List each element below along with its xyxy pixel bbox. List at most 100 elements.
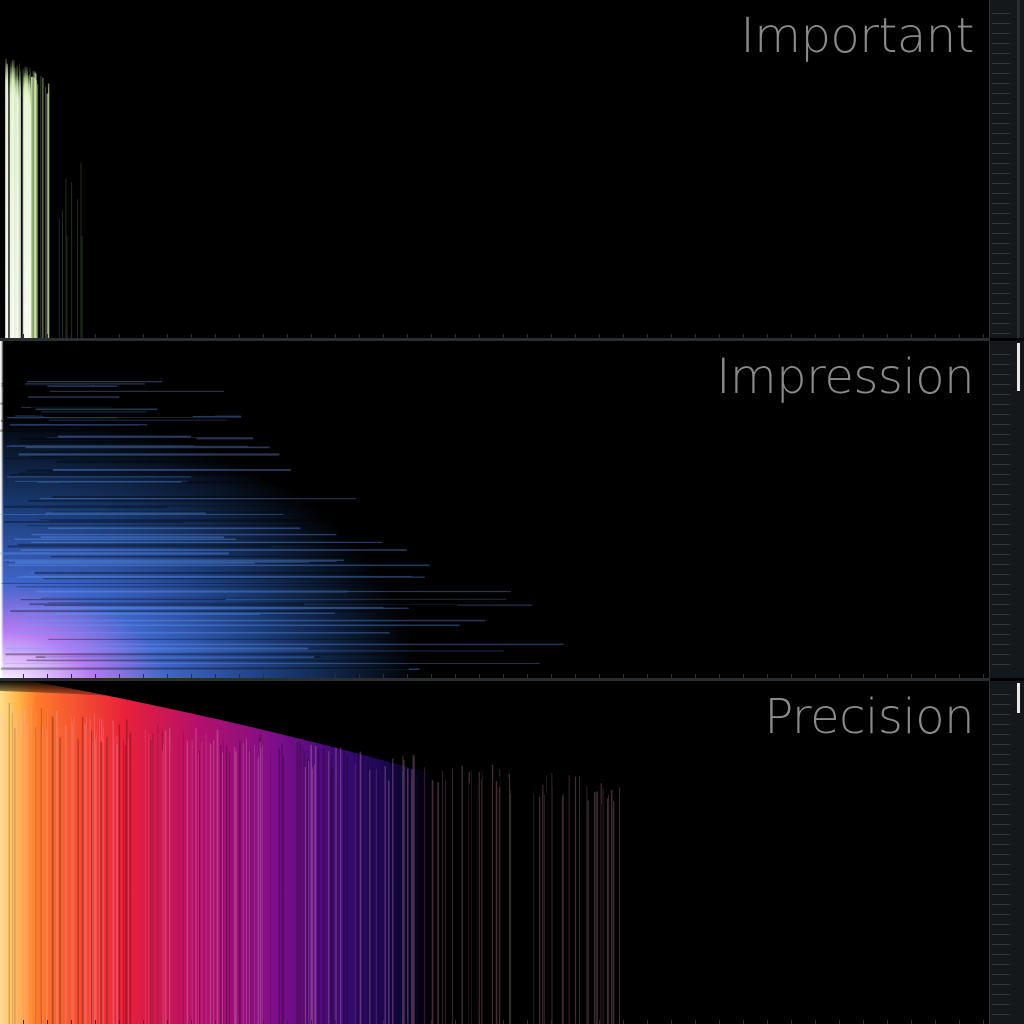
spectral-band xyxy=(14,538,236,540)
spectral-band xyxy=(14,561,255,564)
spectral-band xyxy=(25,469,266,472)
spectral-band xyxy=(47,437,254,440)
spectral-band xyxy=(58,481,341,484)
spectral-line xyxy=(612,802,614,1024)
spectral-line xyxy=(388,780,390,1024)
spectral-line xyxy=(587,800,589,1024)
spectral-line xyxy=(12,712,13,1024)
spectral-line xyxy=(22,68,24,338)
spectral-line xyxy=(100,741,102,1024)
spectral-band xyxy=(15,607,409,609)
spectral-line xyxy=(357,752,359,1024)
spectral-band xyxy=(52,496,336,498)
spectral-line xyxy=(574,777,576,1024)
x-axis-ticks xyxy=(0,674,990,678)
spectral-line xyxy=(106,737,108,1024)
spectral-band xyxy=(45,512,206,514)
spectral-line xyxy=(58,218,60,338)
spectral-line xyxy=(405,770,408,1024)
panel-title: Impression xyxy=(716,349,974,405)
spectral-line xyxy=(144,729,146,1024)
spectral-band xyxy=(41,597,417,599)
spectral-line xyxy=(16,717,19,1024)
spectral-line xyxy=(296,741,299,1024)
spectral-line xyxy=(336,745,338,1024)
spectral-line xyxy=(235,751,237,1024)
spectral-band xyxy=(35,408,158,411)
spectral-line xyxy=(304,766,306,1024)
spectral-line xyxy=(40,708,42,1024)
spectral-line xyxy=(48,87,49,338)
spectral-band xyxy=(42,415,215,416)
spectral-line xyxy=(491,764,494,1024)
spectral-line xyxy=(220,745,222,1024)
spectral-line xyxy=(56,710,58,1024)
spectral-line xyxy=(162,750,164,1024)
spectral-line xyxy=(433,779,435,1024)
panel-title: Precision xyxy=(764,689,974,745)
spectral-line xyxy=(608,795,609,1024)
spectral-band xyxy=(28,499,362,502)
spectral-line xyxy=(498,786,501,1024)
spectral-band xyxy=(1,383,86,385)
spectral-line xyxy=(602,787,604,1024)
spectral-band xyxy=(5,382,135,385)
spectral-line xyxy=(384,766,386,1024)
spectral-line xyxy=(51,731,53,1024)
spectral-line xyxy=(424,767,426,1024)
spectral-line xyxy=(21,719,23,1024)
spectral-band xyxy=(27,396,120,398)
spectral-band xyxy=(7,416,118,419)
spectral-band xyxy=(47,527,301,530)
x-axis-ticks xyxy=(0,334,990,338)
level-scale xyxy=(989,681,1024,1024)
spectral-line xyxy=(304,751,306,1024)
spectral-line xyxy=(538,797,541,1024)
spectral-line xyxy=(501,787,504,1024)
spectral-line xyxy=(526,769,528,1024)
spectral-line xyxy=(515,772,517,1024)
level-scale xyxy=(989,341,1024,678)
spectral-line xyxy=(521,786,523,1024)
spectral-line xyxy=(299,739,300,1024)
spectral-line xyxy=(27,75,30,338)
spectral-band xyxy=(33,389,178,392)
spectral-line xyxy=(81,717,84,1024)
spectral-line xyxy=(42,77,44,338)
spectral-band xyxy=(26,659,326,662)
spectral-line xyxy=(183,730,184,1024)
spectral-band xyxy=(20,441,231,444)
spectral-line xyxy=(278,748,281,1024)
spectral-line xyxy=(35,727,37,1024)
spectral-line xyxy=(96,731,97,1024)
spectral-line xyxy=(335,747,337,1024)
spectral-line xyxy=(586,786,588,1024)
spectral-line xyxy=(596,781,598,1024)
spectral-line xyxy=(303,748,304,1024)
spectral-band xyxy=(53,469,291,471)
panel-title: Important xyxy=(740,8,975,64)
spectral-band xyxy=(20,549,407,551)
spectral-line xyxy=(103,727,104,1024)
spectral-line xyxy=(34,73,37,338)
spectral-band xyxy=(25,446,270,449)
spectral-line xyxy=(205,733,207,1024)
spectral-line xyxy=(545,791,547,1024)
spectral-line xyxy=(444,780,446,1024)
spectral-line xyxy=(420,783,421,1024)
spectral-band xyxy=(31,407,142,408)
spectral-line xyxy=(90,730,92,1024)
spectral-line xyxy=(507,778,509,1024)
spectral-line xyxy=(600,783,602,1024)
spectral-line xyxy=(115,741,117,1024)
spectral-line xyxy=(258,738,260,1024)
spectral-line xyxy=(270,753,271,1024)
spectral-line xyxy=(322,748,325,1024)
spectral-line xyxy=(328,751,330,1024)
spectral-line xyxy=(312,770,313,1024)
spectral-line xyxy=(297,762,298,1024)
spectral-line xyxy=(152,733,154,1024)
spectral-band xyxy=(16,586,376,588)
spectral-line xyxy=(0,710,2,1024)
spectral-band xyxy=(27,381,162,383)
